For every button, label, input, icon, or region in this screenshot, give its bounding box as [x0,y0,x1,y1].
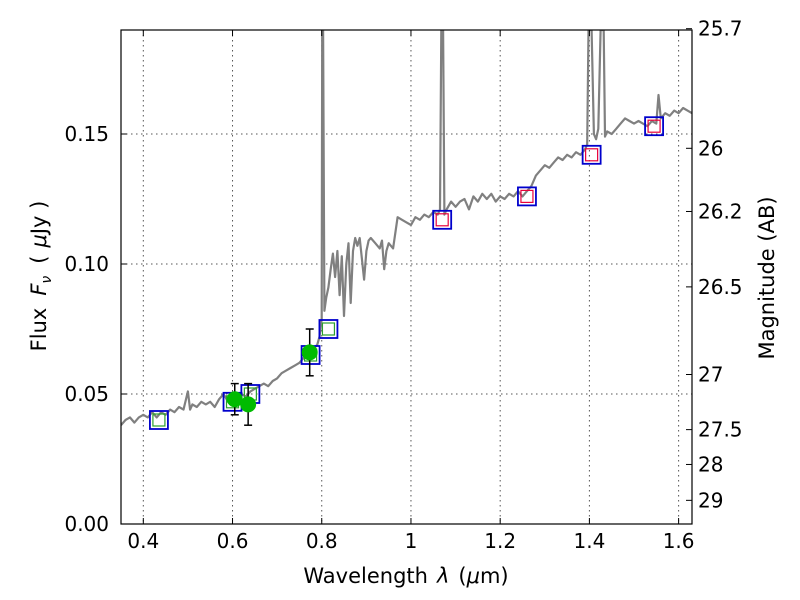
model-photometry-inner-marker [435,213,449,227]
y2-tick-label: 26.2 [698,199,743,223]
y-axis-unit-mu: μ [27,234,51,248]
model-photometry-inner-marker [585,148,599,162]
y2-axis-title: Magnitude (AB) [755,196,779,359]
grid [121,30,692,525]
observed-photometry-point [301,344,318,361]
x-tick-label: 1.4 [573,529,605,553]
x-tick-label: 1 [405,529,418,553]
model-photometry-inner-marker [647,119,661,133]
y2-tick-label: 27 [698,363,723,387]
y-tick-label: 0.00 [64,512,109,536]
y-tick-label: 0.10 [64,252,109,276]
y2-tick-label: 26.5 [698,275,743,299]
x-tick-label: 0.8 [306,529,338,553]
y2-tick-label: 28 [698,452,723,476]
x-axis-unit-rest: m) [480,564,509,588]
clipped-plot [121,30,692,430]
plot-area [121,30,692,430]
y-axis-symbol: F [27,283,51,296]
y-axis-unit-rest: Jy ) [27,201,51,237]
model-photometry-marker [581,144,602,165]
x-tick-label: 1.2 [484,529,516,553]
x-tick-label: 0.6 [217,529,249,553]
model-photometry-inner-marker [321,322,336,336]
observed-photometry-point [240,396,257,413]
x-axis-unit-open: ( [458,564,466,588]
y2-tick-label: 26 [698,136,723,160]
x-tick-label: 1.6 [663,529,695,553]
y-axis-subscript: ν [39,276,55,284]
model-photometry-marker [644,116,664,137]
plot-frame [120,29,693,525]
x-axis-label: Wavelength [303,564,428,588]
y2-tick-label: 29 [698,488,723,512]
y2-tick-label: 25.7 [698,17,743,41]
y-tick-label: 0.15 [64,122,109,146]
x-axis-title: Wavelength λ (μm) [303,564,508,588]
x-axis-symbol: λ [436,564,449,588]
x-tick-label: 0.4 [127,529,159,553]
y-tick-label: 0.05 [64,382,109,406]
model-photometry-marker [149,410,169,430]
y-axis-unit-open: ( [27,256,51,264]
y2-tick-label: 27.5 [698,418,743,442]
model-photometry-marker [517,186,537,207]
model-photometry-marker [318,319,339,339]
y-axis-label: Flux [27,308,51,352]
x-axis-unit-mu: μ [466,564,480,588]
model-photometry-marker [432,209,453,230]
model-sed-line [121,30,692,426]
model-photometry-inner-marker [152,413,166,427]
y-axis-title: Flux Fν ( μJy ) [27,201,55,352]
axis-ticks: 0.4 0.6 0.8 1 1.2 1.4 1.6 0.00 0.05 0.10 0.15 25.7 2… [64,17,742,553]
model-photometry-inner-marker [520,189,534,203]
observed-photometry-point [226,391,243,408]
